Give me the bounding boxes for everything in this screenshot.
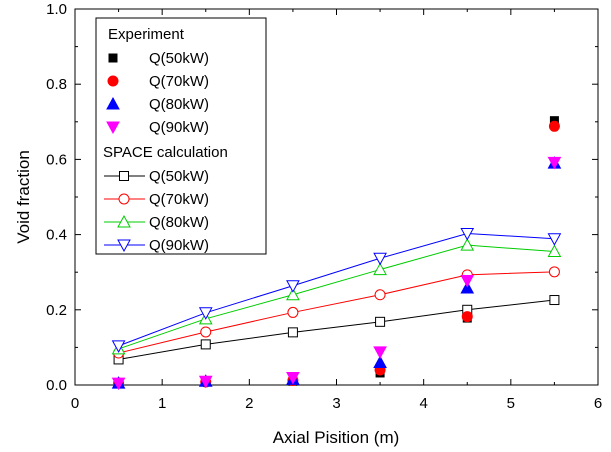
y-tick-label: 0.2	[46, 302, 67, 319]
calc-point-3	[286, 280, 300, 293]
calc-point-2	[547, 244, 562, 258]
calc-line-1	[118, 271, 555, 354]
exp-point-2	[373, 355, 387, 368]
calc-point-1	[287, 306, 299, 318]
exp-point-3	[373, 346, 387, 359]
x-tick-label: 6	[594, 395, 602, 412]
x-tick-label: 5	[507, 395, 515, 412]
x-axis-label: Axial Pisition (m)	[273, 428, 400, 447]
legend-calc-symbol	[117, 214, 131, 228]
legend-calc-symbol	[118, 193, 130, 205]
calc-point-3	[547, 233, 562, 246]
calc-point-2	[286, 287, 300, 301]
legend-calc-label: Q(70kW)	[149, 191, 209, 208]
calc-point-0	[200, 339, 211, 350]
series-markers	[111, 116, 562, 391]
x-tick-label: 2	[245, 395, 253, 412]
calc-point-0	[375, 316, 386, 327]
legend-calc-label: Q(80kW)	[149, 214, 209, 231]
x-tick-labels: 0 1 2 3 4 5 6	[71, 395, 602, 412]
exp-point-3	[111, 377, 126, 391]
legend-calc-label: Q(50kW)	[149, 168, 209, 185]
calc-point-0	[549, 295, 560, 306]
calc-point-0	[287, 327, 298, 338]
legend-exp-symbol	[106, 96, 120, 110]
legend-exp-label: Q(50kW)	[149, 50, 209, 67]
y-tick-labels: 0.0 0.2 0.4 0.6 0.8 1.0	[46, 1, 67, 394]
legend-exp-label: Q(90kW)	[149, 119, 209, 136]
exp-point-1	[548, 120, 560, 132]
calc-line-3	[118, 232, 555, 347]
legend-exp-symbol	[108, 53, 118, 63]
legend: Experiment SPACE calculation Q(50kW) Q(70…	[95, 17, 267, 255]
legend-entries: Q(50kW) Q(70kW) Q(80kW) Q(90kW) Q(50kW) Q(70k…	[104, 50, 209, 254]
legend-exp-label: Q(70kW)	[149, 73, 209, 90]
y-tick-label: 1.0	[46, 1, 67, 18]
calc-point-1	[374, 289, 386, 301]
exp-point-3	[547, 156, 562, 170]
calc-point-3	[111, 340, 126, 353]
y-tick-label: 0.0	[46, 377, 67, 394]
calc-line-0	[118, 299, 555, 360]
legend-exp-symbol	[107, 75, 119, 87]
x-tick-label: 0	[71, 395, 79, 412]
legend-experiment-title: Experiment	[108, 26, 185, 43]
y-axis-label: Void fraction	[14, 150, 33, 244]
legend-calc-label: Q(90kW)	[149, 237, 209, 254]
series-lines	[118, 232, 555, 360]
legend-exp-symbol	[106, 121, 120, 135]
exp-point-1	[461, 311, 473, 323]
calc-line-2	[118, 244, 555, 350]
legend-calculation-title: SPACE calculation	[103, 144, 228, 161]
exp-point-3	[460, 274, 475, 288]
legend-calc-symbol	[119, 171, 129, 181]
legend-exp-label: Q(80kW)	[149, 96, 209, 113]
calc-point-1	[200, 326, 212, 338]
calc-point-2	[373, 262, 387, 276]
axis-ticks	[74, 8, 599, 386]
y-tick-label: 0.4	[46, 227, 67, 244]
legend-calc-symbol	[117, 239, 131, 253]
x-tick-label: 4	[419, 395, 427, 412]
x-tick-label: 3	[332, 395, 340, 412]
y-tick-label: 0.8	[46, 76, 67, 93]
y-tick-label: 0.6	[46, 151, 67, 168]
calc-point-2	[460, 238, 475, 251]
calc-point-1	[548, 266, 560, 278]
calc-point-3	[373, 252, 387, 266]
calc-point-3	[198, 307, 213, 320]
exp-point-3	[286, 371, 300, 385]
exp-point-3	[198, 375, 213, 389]
legend-box	[95, 17, 267, 255]
calc-point-3	[460, 227, 475, 241]
x-tick-label: 1	[158, 395, 166, 412]
